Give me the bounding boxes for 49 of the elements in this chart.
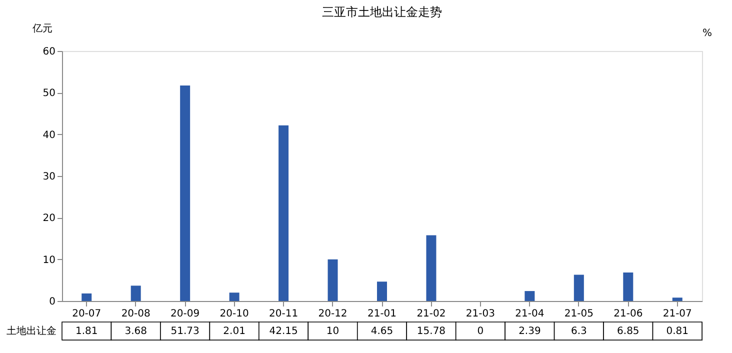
x-tick-label: 20-08 <box>121 308 150 320</box>
x-tick-label: 20-07 <box>72 308 102 320</box>
x-tick-label: 20-09 <box>170 308 200 320</box>
data-label: 2.01 <box>223 326 246 337</box>
y-tick-label: 50 <box>42 88 56 100</box>
y-tick-label: 0 <box>49 296 56 308</box>
data-label: 42.15 <box>269 326 298 337</box>
data-label: 3.68 <box>124 326 147 337</box>
text: 土地出让金 <box>6 325 56 337</box>
y-tick-label: 20 <box>42 213 56 224</box>
data-label: 0.81 <box>666 326 689 337</box>
bar <box>180 85 190 301</box>
data-label: 51.73 <box>170 326 200 337</box>
bar <box>82 293 92 301</box>
bar <box>377 282 387 301</box>
bar <box>328 259 338 301</box>
y-axis-title: 亿元 <box>32 24 52 34</box>
x-tick-label: 21-02 <box>416 308 446 320</box>
bar <box>229 292 240 301</box>
x-tick-label: 20-12 <box>318 308 348 320</box>
y2-axis-title: % <box>702 28 712 39</box>
x-tick-label: 21-03 <box>466 308 495 320</box>
x-tick-label: 21-05 <box>564 308 594 320</box>
bar <box>426 235 436 301</box>
data-label: 0 <box>477 326 484 337</box>
y-tick-label: 30 <box>42 172 56 182</box>
chart-title: 三亚市土地出让金走势 <box>322 5 442 19</box>
bar <box>524 291 535 301</box>
x-tick-label: 21-04 <box>515 308 544 320</box>
data-label: 10 <box>326 326 340 337</box>
x-tick-label: 21-06 <box>614 308 643 320</box>
y-tick-label: 10 <box>42 254 56 266</box>
data-label: 4.65 <box>370 326 394 337</box>
bar <box>623 272 634 301</box>
data-label: 1.81 <box>75 326 98 337</box>
data-label: 6.85 <box>617 326 640 337</box>
x-tick-label: 21-07 <box>662 308 692 320</box>
bar <box>278 125 289 301</box>
data-label: 2.39 <box>518 326 541 337</box>
x-tick-label: 20-10 <box>220 308 249 320</box>
y-tick-label: 60 <box>42 46 56 58</box>
data-label: 15.78 <box>416 326 446 337</box>
y-tick-label: 40 <box>42 130 56 141</box>
bar <box>574 274 584 301</box>
bar <box>130 286 141 301</box>
data-label: 6.3 <box>570 326 587 337</box>
x-tick-label: 20-11 <box>269 308 298 320</box>
bar <box>672 298 682 301</box>
x-tick-label: 21-01 <box>367 308 397 320</box>
